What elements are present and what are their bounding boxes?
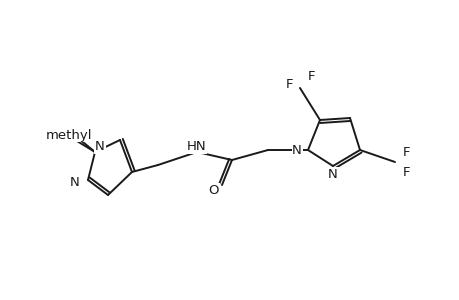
Text: N: N <box>70 176 80 188</box>
Text: F: F <box>403 146 410 158</box>
Text: N: N <box>327 167 337 181</box>
Text: HN: HN <box>187 140 207 154</box>
Text: F: F <box>308 70 315 83</box>
Text: N: N <box>291 143 302 157</box>
Text: O: O <box>208 184 219 196</box>
Text: F: F <box>403 166 410 178</box>
Text: methyl: methyl <box>45 128 92 142</box>
Text: F: F <box>285 77 293 91</box>
Text: N: N <box>95 140 105 154</box>
